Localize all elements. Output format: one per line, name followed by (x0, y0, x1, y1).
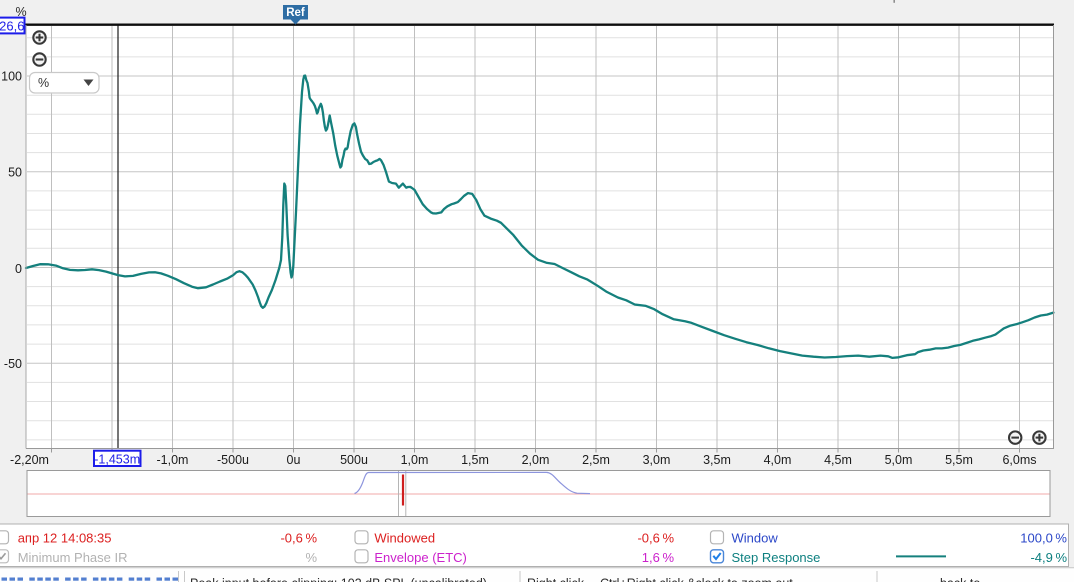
svg-text:-1,453m: -1,453m (94, 452, 140, 466)
svg-text:-2,20m: -2,20m (10, 453, 49, 467)
svg-text:Right click: Right click (527, 576, 585, 582)
svg-text:26,6: 26,6 (0, 19, 24, 34)
svg-text:4,5m: 4,5m (824, 453, 852, 467)
svg-text:-4,9 %: -4,9 % (1030, 550, 1067, 565)
svg-text:Window: Window (732, 531, 779, 546)
svg-text:1,5m: 1,5m (461, 453, 489, 467)
svg-text:-1,0m: -1,0m (157, 453, 189, 467)
svg-text:500u: 500u (340, 453, 368, 467)
svg-text:-0,6 %: -0,6 % (280, 531, 317, 546)
svg-text:Peak input before clipping: 10: Peak input before clipping: 103 dB SPL (… (190, 576, 487, 582)
svg-text:апр 12 14:08:35: апр 12 14:08:35 (18, 531, 112, 546)
svg-text:Windowed: Windowed (374, 531, 435, 546)
svg-text:-0,6 %: -0,6 % (637, 531, 674, 546)
svg-text:2,0m: 2,0m (522, 453, 550, 467)
svg-text:6,0ms: 6,0ms (1002, 453, 1036, 467)
svg-text:100,0 %: 100,0 % (1020, 531, 1067, 546)
svg-text:Ctrl+Right click &clock to zoo: Ctrl+Right click &clock to zoom out (600, 576, 793, 582)
svg-text:Step Response: Step Response (732, 550, 821, 565)
svg-text:5,0m: 5,0m (885, 453, 913, 467)
svg-text:50: 50 (8, 165, 22, 179)
svg-text:%: % (16, 5, 27, 19)
svg-text:4,0m: 4,0m (764, 453, 792, 467)
svg-text:1,6 %: 1,6 % (642, 550, 675, 565)
svg-text:back to: back to (940, 576, 980, 582)
svg-text:0: 0 (15, 262, 22, 276)
svg-text:3,5m: 3,5m (703, 453, 731, 467)
svg-text:Minimum Phase IR: Minimum Phase IR (18, 550, 128, 565)
svg-text:-50: -50 (4, 357, 22, 371)
svg-text:3,0m: 3,0m (643, 453, 671, 467)
svg-text:-500u: -500u (217, 453, 249, 467)
svg-text:0u: 0u (287, 453, 301, 467)
svg-text:%: % (38, 76, 49, 90)
svg-text:Ref: Ref (286, 7, 305, 19)
svg-text:100: 100 (1, 70, 22, 84)
svg-text:1,0m: 1,0m (401, 453, 429, 467)
svg-text:%: % (305, 550, 317, 565)
svg-text:Envelope (ETC): Envelope (ETC) (374, 550, 466, 565)
svg-text:5,5m: 5,5m (945, 453, 973, 467)
svg-text:2,5m: 2,5m (582, 453, 610, 467)
